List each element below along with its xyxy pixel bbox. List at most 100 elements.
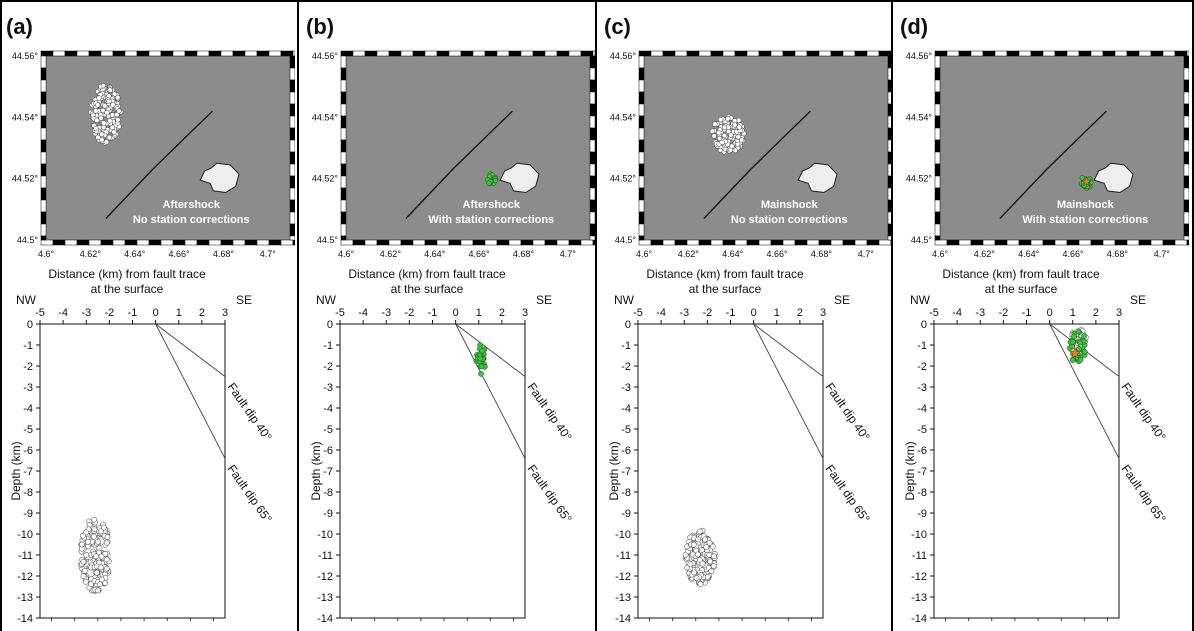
frame-segment xyxy=(268,50,282,57)
map-x-tick-label: 4.6° xyxy=(338,249,355,259)
section-y-tick-label: -13 xyxy=(17,592,33,604)
frame-segment xyxy=(1162,50,1176,57)
map-x-tick-label: 4.66° xyxy=(1063,249,1085,259)
frame-segment xyxy=(352,50,366,57)
frame-segment xyxy=(638,79,645,93)
fault-dip-line xyxy=(155,323,226,459)
section-x-tick-label: -5 xyxy=(633,307,643,319)
map-background xyxy=(46,56,290,240)
frame-segment xyxy=(544,50,558,57)
panel-label: (a) xyxy=(6,14,33,39)
panel-label: (b) xyxy=(306,14,335,39)
section-y-tick-label: -8 xyxy=(917,487,927,499)
frame-segment xyxy=(830,239,844,246)
map-x-tick-label: 4.64° xyxy=(722,249,744,259)
map-frame xyxy=(638,50,893,246)
frame-segment xyxy=(710,239,724,246)
fault-dip-label: Fault dip 40° xyxy=(525,380,575,443)
section-x-axis-title: Distance (km) from fault trace xyxy=(942,267,1100,281)
section-x-tick-label: 2 xyxy=(499,307,505,319)
section-y-tick-label: -12 xyxy=(615,571,631,583)
section-y-tick-label: -4 xyxy=(917,403,927,415)
section-y-tick-label: -6 xyxy=(23,445,33,457)
hypocenter-point xyxy=(93,553,99,560)
epicenter-point xyxy=(116,108,122,114)
section-plot-area xyxy=(637,323,824,619)
frame-segment xyxy=(340,127,347,141)
fault-trace xyxy=(703,110,811,219)
section-y-tick-label: -5 xyxy=(23,424,33,436)
frame-segment xyxy=(710,50,724,57)
frame-segment xyxy=(794,50,808,57)
section-y-tick-label: -13 xyxy=(317,592,333,604)
frame-segment xyxy=(1183,223,1189,237)
section-y-tick-label: -10 xyxy=(911,529,927,541)
epicenter-point xyxy=(101,120,107,126)
section-y-tick-label: 0 xyxy=(327,319,333,331)
section-y-tick-label: -4 xyxy=(621,403,631,415)
frame-segment xyxy=(388,239,402,246)
frame-segment xyxy=(484,239,498,246)
epicenter-point xyxy=(104,109,110,116)
frame-segment xyxy=(112,50,126,57)
frame-segment xyxy=(592,50,595,57)
frame-segment xyxy=(638,50,652,57)
frame-segment xyxy=(460,50,474,57)
frame-segment xyxy=(289,223,295,237)
epicenter-point xyxy=(725,116,731,122)
panel-label: (d) xyxy=(900,14,929,39)
frame-segment xyxy=(472,50,486,57)
map-x-tick-label: 4.6° xyxy=(38,249,55,259)
panel-svg: Aftershock With station corrections 44.56°… xyxy=(309,50,595,625)
hypocenter-point xyxy=(1077,339,1083,346)
frame-segment xyxy=(589,211,595,225)
frame-segment xyxy=(934,239,948,246)
nw-label: NW xyxy=(16,293,37,307)
hypocenter-point xyxy=(1070,338,1076,345)
frame-segment xyxy=(448,239,462,246)
hypocenter-point xyxy=(478,363,485,370)
frame-segment xyxy=(887,127,893,141)
map-frame xyxy=(40,50,295,246)
frame-segment xyxy=(400,239,414,246)
frame-segment xyxy=(184,239,198,246)
frame-segment xyxy=(148,50,162,57)
frame-segment xyxy=(532,239,546,246)
frame-segment xyxy=(1006,50,1020,57)
frame-segment xyxy=(934,187,941,201)
section-y-tick-label: -6 xyxy=(917,445,927,457)
section-y-tick-label: -7 xyxy=(23,466,33,478)
frame-segment xyxy=(934,127,941,141)
section-y-tick-label: -7 xyxy=(917,466,927,478)
frame-segment xyxy=(686,239,700,246)
section-y-tick-label: -11 xyxy=(18,550,33,562)
frame-segment xyxy=(1138,239,1152,246)
section-y-tick-label: -1 xyxy=(23,340,33,352)
frame-segment xyxy=(1066,50,1080,57)
epicenter-point xyxy=(106,98,112,105)
fault-dip-label: Fault dip 40° xyxy=(823,380,873,443)
fault-trace xyxy=(405,110,513,219)
section-y-tick-label: -9 xyxy=(23,508,33,520)
section-y-tick-label: -12 xyxy=(17,571,33,583)
frame-segment xyxy=(1183,67,1189,81)
frame-segment xyxy=(64,239,78,246)
frame-segment xyxy=(1018,50,1032,57)
frame-segment xyxy=(340,91,347,105)
map-cluster xyxy=(709,114,747,155)
fault-dip-label: Fault dip 65° xyxy=(1119,462,1169,525)
map-y-tick-label: 44.54° xyxy=(906,112,933,122)
fault-dip-line xyxy=(455,323,526,459)
section-x-tick-label: -2 xyxy=(104,307,114,319)
frame-segment xyxy=(934,91,941,105)
map-background xyxy=(940,56,1184,240)
hypocenter-point xyxy=(691,569,697,576)
frame-segment xyxy=(136,239,150,246)
epicenter-point xyxy=(492,177,499,184)
frame-segment xyxy=(842,239,856,246)
frame-segment xyxy=(40,103,47,117)
section-y-tick-label: -11 xyxy=(912,550,927,562)
hypocenter-point xyxy=(697,528,703,535)
frame-segment xyxy=(196,50,210,57)
